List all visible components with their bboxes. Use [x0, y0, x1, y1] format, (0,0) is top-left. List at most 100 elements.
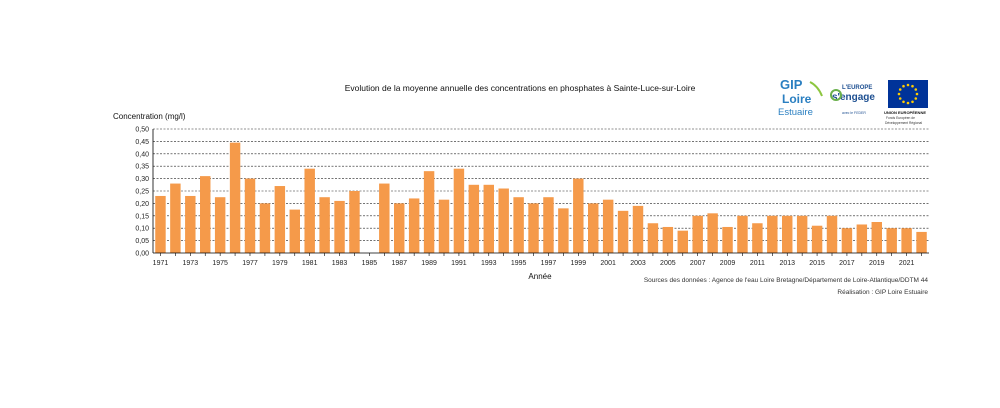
- y-tick-label: 0,25: [135, 189, 149, 196]
- bar-1979: [274, 186, 286, 253]
- x-tick-label: 1971: [153, 260, 169, 267]
- europe-logo-text-line3: avec le FEDER: [842, 111, 866, 115]
- bar-2018: [856, 224, 868, 253]
- bar-2020: [886, 228, 897, 253]
- bar-1998: [558, 208, 569, 253]
- y-tick-label: 0,15: [135, 213, 149, 220]
- x-tick-label: 1989: [421, 260, 437, 267]
- x-tick-label: 2001: [600, 260, 616, 267]
- bar-1983: [334, 200, 345, 253]
- bar-2022: [916, 231, 927, 253]
- x-tick-label: 1999: [571, 260, 587, 267]
- bar-2004: [647, 223, 659, 253]
- bar-2016: [826, 215, 838, 253]
- bar-2008: [707, 213, 718, 253]
- y-tick-label: 0,30: [135, 176, 149, 183]
- bar-1978: [259, 203, 271, 253]
- bar-2021: [901, 228, 912, 253]
- europe-logo-text-line1: L'EUROPE: [842, 85, 872, 91]
- bar-1989: [423, 171, 435, 253]
- x-tick-label: 1993: [481, 260, 497, 267]
- bar-2012: [767, 215, 778, 253]
- bar-1996: [528, 203, 539, 253]
- x-tick-label: 1985: [362, 260, 378, 267]
- bar-1975: [214, 197, 226, 253]
- bar-1993: [483, 184, 494, 253]
- x-tick-label: 2015: [809, 260, 825, 267]
- eu-logo-text-line1: UNION EUROPÉENNE: [884, 110, 926, 115]
- bar-2009: [722, 226, 733, 253]
- x-tick-label: 2019: [869, 260, 885, 267]
- x-tick-label: 1977: [242, 260, 258, 267]
- bar-2007: [692, 215, 703, 253]
- x-tick-label: 2013: [779, 260, 795, 267]
- bar-1976: [229, 142, 241, 253]
- bar-2005: [662, 226, 674, 253]
- bar-1972: [170, 183, 181, 253]
- bar-1971: [155, 195, 166, 253]
- y-tick-label: 0,45: [135, 139, 149, 146]
- x-tick-label: 2005: [660, 260, 676, 267]
- y-axis-title: Concentration (mg/l): [113, 112, 186, 121]
- bar-1992: [468, 184, 480, 253]
- eu-logo-text-line3: Développement Régional: [885, 121, 922, 125]
- bar-2019: [871, 222, 882, 253]
- x-tick-label: 1983: [332, 260, 348, 267]
- bar-1986: [379, 183, 390, 253]
- bar-1984: [349, 191, 360, 253]
- bar-2017: [841, 228, 853, 253]
- x-tick-label: 1997: [541, 260, 557, 267]
- bar-1980: [289, 209, 300, 253]
- y-tick-label: 0,05: [135, 238, 149, 245]
- x-tick-label: 1995: [511, 260, 527, 267]
- y-tick-label: 0,20: [135, 201, 149, 208]
- bar-2011: [752, 223, 763, 253]
- gip-logo-text-line3: Estuaire: [778, 107, 813, 118]
- gip-logo-text-line1: GIP: [780, 77, 803, 92]
- bar-1982: [319, 197, 330, 253]
- bar-1977: [244, 178, 256, 253]
- europe-sengage-logo: L'EUROPE s'engage avec le FEDER: [830, 85, 875, 115]
- x-tick-label: 1975: [212, 260, 228, 267]
- x-tick-label: 1973: [183, 260, 199, 267]
- bar-1997: [543, 197, 554, 253]
- x-tick-label: 1981: [302, 260, 318, 267]
- x-tick-label: 2021: [899, 260, 915, 267]
- bar-1974: [200, 176, 211, 253]
- bar-1981: [304, 168, 315, 253]
- x-tick-label: 2011: [750, 260, 765, 267]
- bar-2014: [796, 215, 808, 253]
- bar-1999: [573, 178, 584, 253]
- gip-logo-text-line2: Loire: [782, 92, 812, 106]
- x-tick-label: 2017: [839, 260, 855, 267]
- x-tick-label: 1979: [272, 260, 288, 267]
- data-source-note: Sources des données : Agence de l'eau Lo…: [643, 277, 928, 284]
- europe-logo-text-line2: s'engage: [832, 92, 875, 103]
- bar-1995: [513, 197, 524, 253]
- eu-flag-logo: UNION EUROPÉENNE Fonds Européen de Dével…: [884, 80, 928, 125]
- x-tick-label: 2009: [720, 260, 736, 267]
- bar-2001: [602, 199, 614, 253]
- eu-logo-text-line2: Fonds Européen de: [886, 116, 915, 120]
- y-tick-label: 0,50: [135, 127, 149, 134]
- x-tick-label: 1991: [451, 260, 467, 267]
- bar-2003: [632, 205, 644, 253]
- y-tick-label: 0,35: [135, 164, 149, 171]
- y-tick-label: 0,40: [135, 151, 149, 158]
- credit-note: Réalisation : GIP Loire Estuaire: [837, 289, 928, 296]
- x-tick-label: 2003: [630, 260, 646, 267]
- chart-title: Evolution de la moyenne annuelle des con…: [344, 83, 696, 93]
- axes: [152, 129, 929, 254]
- bar-1991: [453, 168, 465, 253]
- x-tick-labels: 1971 1973 1975 1977 1979 1981 1983 1985 1987 1989…: [153, 253, 922, 267]
- bar-2000: [588, 203, 599, 253]
- y-tick-label: 0,10: [135, 226, 149, 233]
- bar-2013: [782, 215, 793, 253]
- y-tick-labels: 0,00 0,05 0,10 0,15 0,20 0,25 0,30 0,35 0,40 0,45…: [135, 127, 149, 258]
- bar-1987: [394, 203, 405, 253]
- bar-1990: [438, 199, 450, 253]
- bar-2010: [737, 215, 748, 253]
- x-axis-title: Année: [528, 272, 552, 281]
- x-tick-label: 2007: [690, 260, 706, 267]
